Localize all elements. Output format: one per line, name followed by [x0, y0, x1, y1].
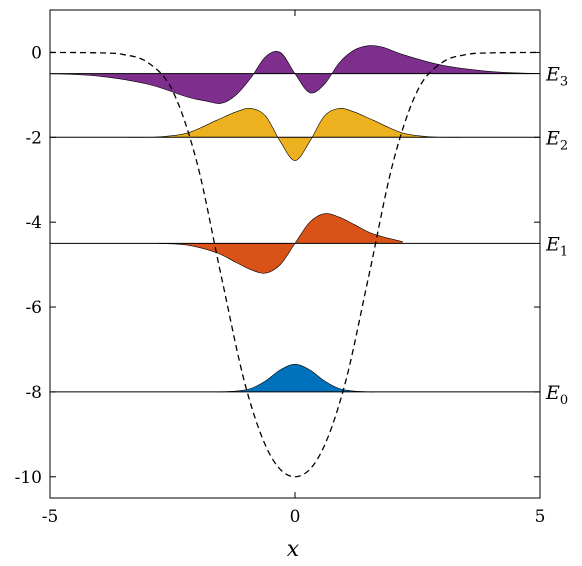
wavefunction-fill-e3 — [50, 45, 540, 104]
wavefunction-fill-e0 — [216, 364, 374, 392]
potential-curve — [49, 51, 541, 478]
level-labels: E0 E1 E2 E3 — [545, 64, 568, 408]
y-tick-label: -6 — [25, 298, 42, 318]
energy-level-lines — [50, 73, 540, 393]
level-label-e0: E0 — [545, 382, 568, 408]
plot-frame — [49, 9, 541, 499]
wavefunction-outline-e1 — [157, 213, 403, 274]
x-tick-label: 0 — [290, 507, 301, 527]
y-tick-label: 0 — [31, 43, 42, 63]
x-tick-label: 5 — [535, 507, 546, 527]
x-tick-label: -5 — [42, 507, 59, 527]
wavefunction-fills — [49, 45, 541, 393]
level-label-e2: E2 — [545, 127, 568, 153]
axis-ticks: -5 0 5 0 -2 -4 -6 -8 -10 — [15, 10, 546, 527]
wavefunction-outline-e2 — [128, 108, 462, 161]
y-tick-label: -2 — [25, 128, 42, 148]
x-axis-label: x — [287, 537, 300, 562]
level-label-e3: E3 — [545, 64, 568, 90]
y-tick-label: -4 — [25, 213, 42, 233]
y-tick-label: -10 — [15, 468, 42, 488]
wavefunction-fill-e2 — [128, 108, 462, 161]
y-tick-label: -8 — [25, 383, 42, 403]
level-label-e1: E1 — [545, 233, 568, 259]
